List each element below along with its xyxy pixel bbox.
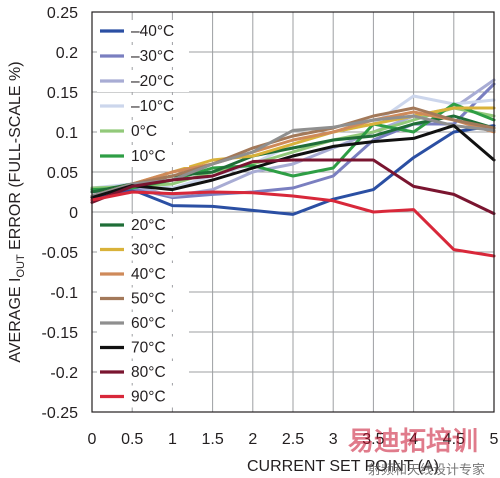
y-axis-title-suffix: ERROR (FULL-SCALE %)	[7, 61, 24, 254]
watermark-subtitle: 射频和天线设计专家	[368, 462, 485, 478]
series-layer	[90, 78, 496, 258]
legend-label: 70°C	[131, 340, 166, 357]
legend-label: 90°C	[131, 389, 166, 406]
y-tick-label: -0.05	[42, 245, 79, 262]
legend-label: 30°C	[131, 242, 166, 259]
legend-label: 20°C	[131, 217, 166, 234]
y-tick-label: 0.05	[47, 165, 78, 182]
plot-frame	[91, 11, 495, 413]
y-axis-title: AVERAGE IOUT ERROR (FULL-SCALE %)	[7, 61, 27, 362]
y-tick-label: 0.2	[56, 45, 78, 62]
series-line	[90, 106, 496, 198]
legend-label: 10°C	[131, 148, 166, 165]
x-tick-label: 2.5	[282, 431, 304, 448]
legend-item-background	[97, 145, 189, 167]
y-tick-label: 0	[69, 205, 78, 222]
y-tick-label: -0.2	[50, 365, 78, 382]
x-tick-label: 2	[248, 431, 257, 448]
legend-item-background	[97, 120, 189, 142]
x-tick-label: 4	[409, 431, 418, 448]
x-tick-labels: 0 0.5 1 1.5 2 2.5 3 3.5 4 4.5 5	[88, 431, 499, 448]
y-axis-title-subscript: OUT	[15, 254, 27, 278]
legend-item-background	[97, 20, 189, 42]
y-tick-label: -0.25	[42, 405, 79, 422]
legend-item-background	[97, 312, 189, 334]
legend: –40°C –30°C –20°C –10°C 0°C 10°C 20°C 30°C 40°C 5…	[97, 20, 189, 408]
legend-item-background	[97, 336, 189, 359]
legend-item-background	[97, 70, 189, 92]
legend-label: –20°C	[131, 73, 174, 90]
x-axis-title: CURRENT SET POINT (A)	[247, 458, 439, 475]
x-tick-label: 5	[490, 431, 499, 448]
y-tick-label: 0.15	[47, 85, 78, 102]
legend-item-background	[97, 214, 189, 236]
y-tick-label: 0.25	[47, 5, 78, 22]
legend-label: –30°C	[131, 48, 174, 65]
legend-item-background	[97, 287, 189, 310]
series-line	[90, 124, 496, 200]
series-line	[90, 124, 496, 216]
legend-label: –10°C	[131, 98, 174, 115]
y-tick-label: -0.1	[50, 285, 78, 302]
x-tick-label: 3	[329, 431, 338, 448]
legend-label: 0°C	[131, 123, 157, 140]
legend-item-background	[97, 95, 189, 117]
legend-item-background	[97, 385, 189, 408]
legend-label: 40°C	[131, 266, 166, 283]
series-line	[90, 190, 496, 258]
legend-item-background	[97, 263, 189, 285]
x-tick-label: 0.5	[121, 431, 143, 448]
y-tick-labels: 0.25 0.2 0.15 0.1 0.05 0 -0.05 -0.1 -0.15 -0.2 -0.…	[42, 5, 79, 422]
legend-item-background	[97, 45, 189, 67]
x-tick-label: 4.5	[443, 431, 465, 448]
x-tick-label: 0	[88, 431, 97, 448]
legend-item-background	[97, 361, 189, 383]
legend-label: –40°C	[131, 23, 174, 40]
series-line	[90, 110, 496, 198]
x-tick-label: 3.5	[362, 431, 384, 448]
legend-item-background	[97, 238, 189, 261]
legend-label: 60°C	[131, 315, 166, 332]
series-line	[90, 158, 496, 216]
y-axis-title-prefix: AVERAGE I	[7, 278, 24, 363]
legend-label: 80°C	[131, 364, 166, 381]
watermark-logo-text: 易迪拓培训	[348, 427, 478, 457]
y-tick-label: 0.1	[56, 125, 78, 142]
x-tick-label: 1	[168, 431, 177, 448]
y-tick-label: -0.15	[42, 325, 79, 342]
x-tick-label: 1.5	[201, 431, 223, 448]
legend-label: 50°C	[131, 291, 166, 308]
